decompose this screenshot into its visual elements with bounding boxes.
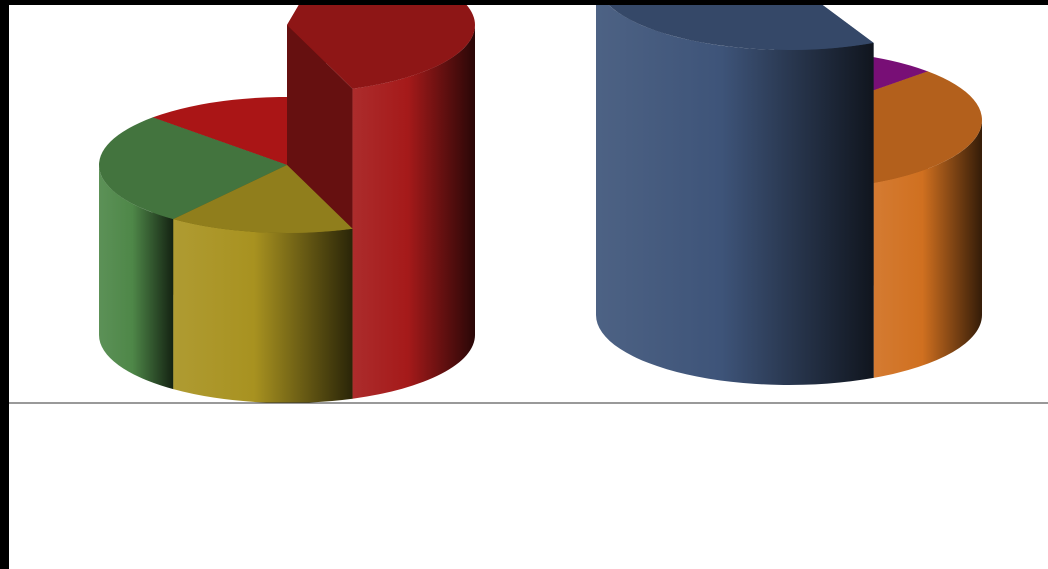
slice-top-face <box>608 5 874 50</box>
chart-canvas <box>9 5 1048 569</box>
slice-outer-wall <box>99 165 174 390</box>
pie-slice <box>596 5 874 385</box>
slice-top-face <box>152 97 327 165</box>
slice-outer-wall <box>173 219 353 403</box>
slice-outer-wall <box>352 25 475 399</box>
slice-top-face <box>98 117 287 220</box>
slice-outer-wall <box>873 120 982 378</box>
pie-slice <box>173 165 353 403</box>
slice-top-face <box>287 5 475 89</box>
chart-svg <box>9 5 1048 404</box>
slice-top-face <box>173 165 353 233</box>
pie-chart-right <box>596 5 982 385</box>
pie-chart-left <box>98 5 475 403</box>
slice-outer-wall <box>596 5 874 385</box>
